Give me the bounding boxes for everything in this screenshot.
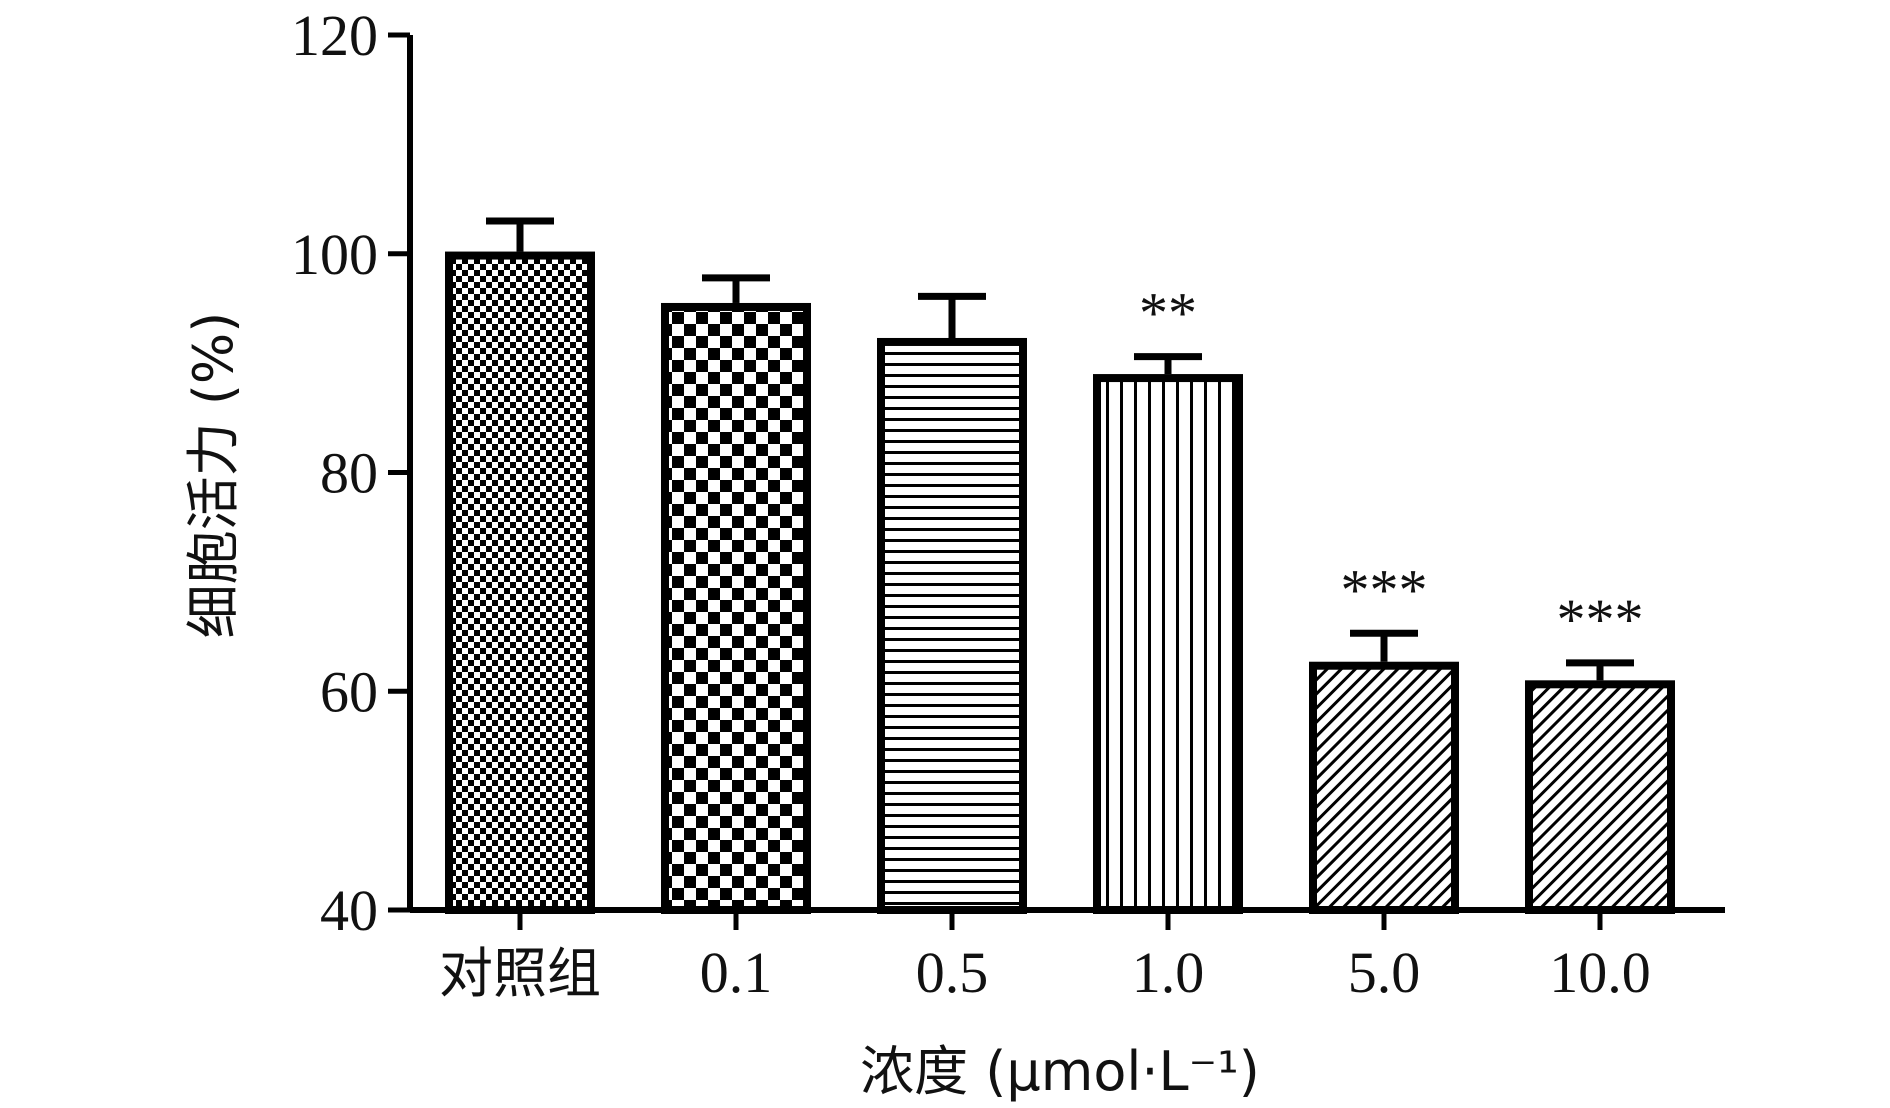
bar — [445, 251, 595, 914]
x-tick-label: 1.0 — [1132, 940, 1205, 1005]
significance-label: *** — [1341, 557, 1428, 622]
bars — [445, 217, 1675, 914]
y-tick-label: 80 — [320, 441, 378, 506]
y-tick-label: 100 — [291, 222, 378, 287]
bar — [661, 302, 811, 914]
x-tick-label: 0.1 — [700, 940, 773, 1005]
x-tick-label: 10.0 — [1549, 940, 1651, 1005]
y-tick-label: 120 — [291, 3, 378, 68]
bar — [1093, 374, 1243, 914]
x-axis-title: 浓度 (μmol·L⁻¹) — [860, 1040, 1260, 1103]
significance-label: *** — [1557, 587, 1644, 652]
y-tick-label: 60 — [320, 659, 378, 724]
y-tick-label: 40 — [320, 878, 378, 943]
significance-label: ** — [1139, 281, 1197, 346]
tick-labels: 40 60 80 100 120 对照组 0.1 0.5 1.0 ** 5.0 *** 10.0 *** — [291, 3, 1651, 1005]
x-tick-label: 5.0 — [1348, 940, 1421, 1005]
y-axis-title: 细胞活力 (%) — [182, 312, 245, 639]
x-tick-label: 0.5 — [916, 940, 989, 1005]
x-tick-label: 对照组 — [439, 942, 601, 1005]
bar — [1525, 680, 1675, 914]
bar — [877, 337, 1027, 914]
bar — [1309, 661, 1459, 914]
